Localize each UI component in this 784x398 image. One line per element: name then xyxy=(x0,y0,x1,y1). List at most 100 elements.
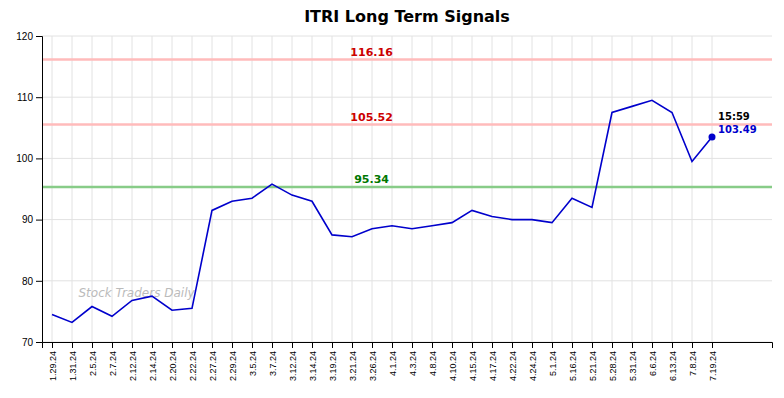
tick-label: 7.19.24 xyxy=(708,351,718,381)
tick-mark xyxy=(492,342,493,348)
tick-mark xyxy=(632,342,633,348)
x-tick: 5.28.24 xyxy=(608,342,618,381)
tick-label: 5.31.24 xyxy=(628,351,638,381)
grid-line xyxy=(72,36,73,342)
tick-label: 2.20.24 xyxy=(168,351,178,381)
grid-line xyxy=(452,36,453,342)
x-tick: 4.24.24 xyxy=(528,342,538,381)
tick-mark xyxy=(452,342,453,348)
tick-mark xyxy=(232,342,233,348)
grid-line xyxy=(692,36,693,342)
x-tick: 2.7.24 xyxy=(108,342,118,376)
tick-mark xyxy=(252,342,253,348)
tick-label: 70 xyxy=(22,337,34,348)
x-tick: 1.29.24 xyxy=(48,342,58,381)
tick-label: 2.27.24 xyxy=(208,351,218,381)
y-axis: 708090100110120 xyxy=(16,31,42,348)
tick-mark xyxy=(272,342,273,348)
y-tick: 110 xyxy=(17,92,42,103)
grid-line xyxy=(332,36,333,342)
x-tick: 2.12.24 xyxy=(128,342,138,381)
tick-mark xyxy=(532,342,533,348)
tick-label: 3.5.24 xyxy=(248,351,258,376)
tick-mark xyxy=(192,342,193,348)
reference-label: 116.16 xyxy=(350,46,393,59)
watermark: Stock Traders Daily xyxy=(79,286,196,300)
tick-mark xyxy=(36,342,42,343)
tick-label: 1.29.24 xyxy=(48,351,58,381)
tick-mark xyxy=(72,342,73,348)
tick-mark xyxy=(112,342,113,348)
last-time: 15:59 xyxy=(718,111,750,122)
tick-mark xyxy=(312,342,313,348)
grid-line xyxy=(352,36,353,342)
grid-line xyxy=(492,36,493,342)
tick-label: 4.22.24 xyxy=(508,351,518,381)
tick-label: 5.21.24 xyxy=(588,351,598,381)
x-tick: 2.5.24 xyxy=(88,342,98,376)
tick-label: 3.7.24 xyxy=(268,351,278,376)
tick-label: 2.7.24 xyxy=(108,351,118,376)
tick-label: 5.1.24 xyxy=(548,351,558,376)
x-tick: 4.8.24 xyxy=(428,342,438,376)
x-tick: 5.31.24 xyxy=(628,342,638,381)
grid-line xyxy=(52,36,53,342)
x-tick: 3.26.24 xyxy=(368,342,378,381)
tick-label: 5.16.24 xyxy=(568,351,578,381)
tick-mark xyxy=(692,342,693,348)
tick-mark xyxy=(392,342,393,348)
tick-mark xyxy=(352,342,353,348)
tick-label: 2.12.24 xyxy=(128,351,138,381)
tick-label: 2.14.24 xyxy=(148,351,158,381)
tick-label: 6.13.24 xyxy=(668,351,678,381)
tick-label: 90 xyxy=(22,214,34,225)
y-tick: 70 xyxy=(22,337,42,348)
tick-mark xyxy=(572,342,573,348)
tick-label: 4.1.24 xyxy=(388,351,398,376)
reference-label: 105.52 xyxy=(350,111,392,124)
grid-line xyxy=(272,36,273,342)
x-tick: 2.29.24 xyxy=(228,342,238,381)
grid-line xyxy=(532,36,533,342)
tick-label: 2.29.24 xyxy=(228,351,238,381)
x-tick: 3.14.24 xyxy=(308,342,318,381)
tick-mark xyxy=(36,36,42,37)
tick-label: 110 xyxy=(17,92,33,103)
grid-line xyxy=(632,36,633,342)
reference-line xyxy=(42,186,772,189)
tick-label: 4.15.24 xyxy=(468,351,478,381)
x-tick: 2.14.24 xyxy=(148,342,158,381)
tick-mark xyxy=(92,342,93,348)
tick-mark xyxy=(672,342,673,348)
tick-mark xyxy=(472,342,473,348)
x-tick: 1.31.24 xyxy=(68,342,78,381)
x-tick: 2.27.24 xyxy=(208,342,218,381)
x-tick: 5.1.24 xyxy=(548,342,558,376)
tick-mark xyxy=(512,342,513,348)
grid-line xyxy=(672,36,673,342)
x-tick: 5.21.24 xyxy=(588,342,598,381)
grid-line xyxy=(252,36,253,342)
grid-line xyxy=(432,36,433,342)
tick-mark xyxy=(652,342,653,348)
tick-label: 4.24.24 xyxy=(528,351,538,381)
reference-label: 95.34 xyxy=(354,173,389,186)
grid-line xyxy=(292,36,293,342)
grid-line xyxy=(312,36,313,342)
grid-line xyxy=(712,36,713,342)
tick-mark xyxy=(612,342,613,348)
reference-line xyxy=(42,123,772,126)
x-tick: 3.12.24 xyxy=(288,342,298,381)
tick-mark xyxy=(412,342,413,348)
grid-line xyxy=(612,36,613,342)
tick-label: 80 xyxy=(22,276,34,287)
tick-mark xyxy=(432,342,433,348)
tick-mark xyxy=(552,342,553,348)
tick-label: 3.19.24 xyxy=(328,351,338,381)
x-tick: 7.19.24 xyxy=(708,342,718,381)
x-tick: 3.7.24 xyxy=(268,342,278,376)
x-tick: 3.5.24 xyxy=(248,342,258,376)
tick-label: 3.14.24 xyxy=(308,351,318,381)
grid-line xyxy=(552,36,553,342)
grid xyxy=(42,36,772,342)
